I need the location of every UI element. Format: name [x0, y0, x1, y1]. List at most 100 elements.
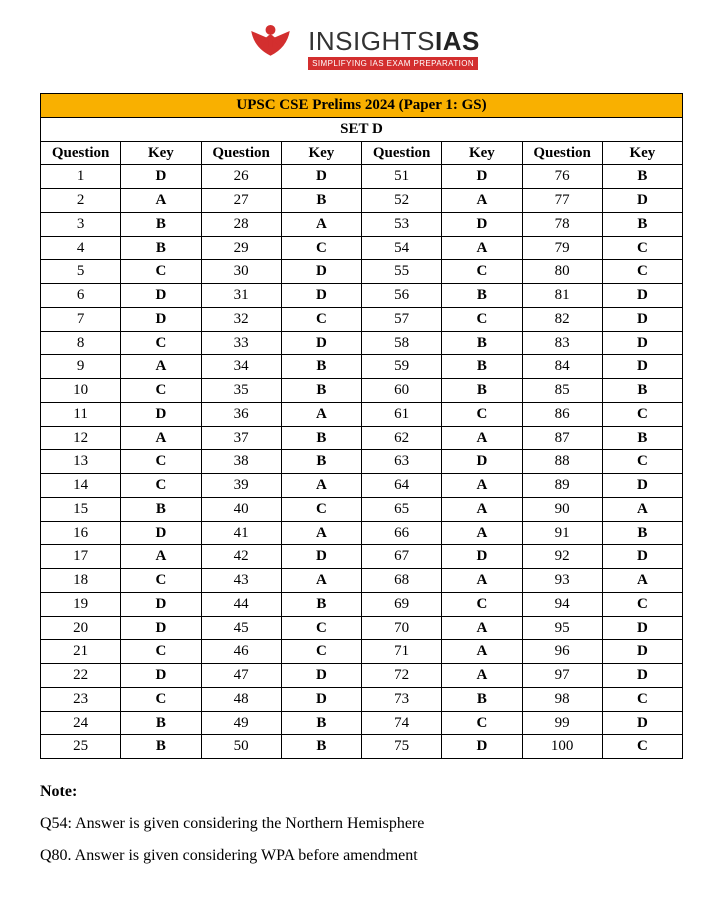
question-cell: 10: [41, 379, 121, 403]
table-row: 2A27B52A77D: [41, 189, 683, 213]
question-cell: 12: [41, 426, 121, 450]
col-question-4: Question: [522, 141, 602, 165]
question-cell: 62: [362, 426, 442, 450]
key-cell: A: [281, 521, 361, 545]
question-cell: 84: [522, 355, 602, 379]
question-cell: 41: [201, 521, 281, 545]
question-cell: 30: [201, 260, 281, 284]
key-cell: C: [281, 497, 361, 521]
key-cell: D: [121, 165, 201, 189]
key-cell: B: [281, 355, 361, 379]
question-cell: 36: [201, 402, 281, 426]
table-row: 9A34B59B84D: [41, 355, 683, 379]
key-cell: A: [281, 212, 361, 236]
table-row: 18C43A68A93A: [41, 569, 683, 593]
key-cell: A: [602, 569, 682, 593]
key-cell: B: [442, 284, 522, 308]
key-cell: B: [121, 212, 201, 236]
key-cell: C: [602, 236, 682, 260]
question-cell: 94: [522, 592, 602, 616]
key-cell: C: [121, 260, 201, 284]
col-key-3: Key: [442, 141, 522, 165]
question-cell: 34: [201, 355, 281, 379]
key-cell: C: [602, 260, 682, 284]
key-cell: B: [121, 236, 201, 260]
key-cell: D: [602, 640, 682, 664]
question-cell: 9: [41, 355, 121, 379]
key-cell: C: [442, 402, 522, 426]
answer-key-table: UPSC CSE Prelims 2024 (Paper 1: GS) SET …: [40, 93, 683, 759]
question-cell: 15: [41, 497, 121, 521]
key-cell: A: [121, 189, 201, 213]
question-cell: 24: [41, 711, 121, 735]
key-cell: C: [602, 735, 682, 759]
table-row: 11D36A61C86C: [41, 402, 683, 426]
key-cell: C: [602, 450, 682, 474]
question-cell: 22: [41, 664, 121, 688]
key-cell: B: [281, 592, 361, 616]
key-cell: D: [281, 260, 361, 284]
question-cell: 85: [522, 379, 602, 403]
question-cell: 90: [522, 497, 602, 521]
key-cell: D: [442, 545, 522, 569]
table-row: 7D32C57C82D: [41, 307, 683, 331]
question-cell: 65: [362, 497, 442, 521]
key-cell: D: [602, 355, 682, 379]
key-cell: D: [602, 664, 682, 688]
question-cell: 3: [41, 212, 121, 236]
question-cell: 75: [362, 735, 442, 759]
key-cell: D: [442, 735, 522, 759]
question-cell: 59: [362, 355, 442, 379]
key-cell: C: [121, 474, 201, 498]
question-cell: 96: [522, 640, 602, 664]
question-cell: 87: [522, 426, 602, 450]
table-row: 24B49B74C99D: [41, 711, 683, 735]
key-cell: C: [442, 711, 522, 735]
question-cell: 56: [362, 284, 442, 308]
question-cell: 92: [522, 545, 602, 569]
table-row: 19D44B69C94C: [41, 592, 683, 616]
brand-name-light: INSIGHTS: [308, 26, 435, 56]
key-cell: D: [442, 165, 522, 189]
key-cell: B: [442, 379, 522, 403]
key-cell: C: [121, 640, 201, 664]
question-cell: 46: [201, 640, 281, 664]
key-cell: A: [442, 497, 522, 521]
question-cell: 7: [41, 307, 121, 331]
question-cell: 51: [362, 165, 442, 189]
key-cell: D: [602, 307, 682, 331]
question-cell: 69: [362, 592, 442, 616]
key-cell: C: [121, 331, 201, 355]
question-cell: 66: [362, 521, 442, 545]
question-cell: 91: [522, 521, 602, 545]
brand-logo-icon: [243, 20, 298, 75]
question-cell: 35: [201, 379, 281, 403]
question-cell: 6: [41, 284, 121, 308]
key-cell: C: [281, 307, 361, 331]
table-set-row: SET D: [41, 117, 683, 141]
key-cell: C: [121, 450, 201, 474]
table-row: 13C38B63D88C: [41, 450, 683, 474]
table-row: 21C46C71A96D: [41, 640, 683, 664]
key-cell: C: [281, 616, 361, 640]
question-cell: 61: [362, 402, 442, 426]
page: INSIGHTSIAS SIMPLIFYING IAS EXAM PREPARA…: [0, 0, 723, 909]
key-cell: A: [442, 521, 522, 545]
key-cell: A: [442, 616, 522, 640]
key-cell: C: [442, 307, 522, 331]
table-title: UPSC CSE Prelims 2024 (Paper 1: GS): [41, 94, 683, 118]
key-cell: D: [281, 284, 361, 308]
key-cell: A: [442, 640, 522, 664]
question-cell: 14: [41, 474, 121, 498]
question-cell: 39: [201, 474, 281, 498]
table-row: 20D45C70A95D: [41, 616, 683, 640]
key-cell: D: [121, 592, 201, 616]
key-cell: A: [121, 355, 201, 379]
key-cell: B: [281, 711, 361, 735]
notes-heading: Note:: [40, 783, 683, 801]
key-cell: D: [602, 711, 682, 735]
brand-title: INSIGHTSIAS: [308, 26, 480, 57]
key-cell: B: [121, 711, 201, 735]
key-cell: C: [281, 236, 361, 260]
key-cell: D: [281, 165, 361, 189]
